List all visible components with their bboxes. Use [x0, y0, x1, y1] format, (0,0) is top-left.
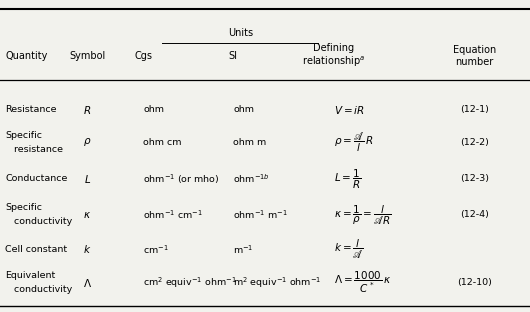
- Text: $\Lambda$: $\Lambda$: [83, 277, 92, 289]
- Text: Cell constant: Cell constant: [5, 245, 67, 254]
- Text: $R$: $R$: [83, 104, 92, 116]
- Text: (12-4): (12-4): [460, 210, 489, 219]
- Text: $L = \dfrac{1}{R}$: $L = \dfrac{1}{R}$: [334, 167, 361, 191]
- Text: conductivity: conductivity: [5, 285, 73, 295]
- Text: conductivity: conductivity: [5, 217, 73, 227]
- Text: ohm$^{-1}$ (or mho): ohm$^{-1}$ (or mho): [143, 172, 220, 186]
- Text: cm$^2$ equiv$^{-1}$ ohm$^{-1}$: cm$^2$ equiv$^{-1}$ ohm$^{-1}$: [143, 275, 237, 290]
- Text: $k = \dfrac{l}{\mathscr{A}}$: $k = \dfrac{l}{\mathscr{A}}$: [334, 238, 364, 261]
- Text: $\Lambda = \dfrac{1000}{C^*}\,\kappa$: $\Lambda = \dfrac{1000}{C^*}\,\kappa$: [334, 271, 391, 295]
- Text: Specific: Specific: [5, 131, 42, 140]
- Text: $\rho = \dfrac{\mathscr{A}}{l}\, R$: $\rho = \dfrac{\mathscr{A}}{l}\, R$: [334, 131, 373, 154]
- Text: Conductance: Conductance: [5, 174, 68, 183]
- Text: ohm: ohm: [233, 105, 254, 114]
- Text: ohm: ohm: [143, 105, 164, 114]
- Text: (12-3): (12-3): [460, 174, 489, 183]
- Text: m$^2$ equiv$^{-1}$ ohm$^{-1}$: m$^2$ equiv$^{-1}$ ohm$^{-1}$: [233, 275, 322, 290]
- Text: ohm$^{-1}$ m$^{-1}$: ohm$^{-1}$ m$^{-1}$: [233, 209, 288, 221]
- Text: Specific: Specific: [5, 203, 42, 212]
- Text: ohm m: ohm m: [233, 138, 267, 147]
- Text: Resistance: Resistance: [5, 105, 57, 114]
- Text: resistance: resistance: [5, 145, 63, 154]
- Text: cm$^{-1}$: cm$^{-1}$: [143, 243, 169, 256]
- Text: $\kappa$: $\kappa$: [83, 210, 92, 220]
- Text: SI: SI: [229, 51, 237, 61]
- Text: (12-2): (12-2): [460, 138, 489, 147]
- Text: ohm$^{-1b}$: ohm$^{-1b}$: [233, 173, 270, 185]
- Text: Symbol: Symbol: [69, 51, 105, 61]
- Text: Defining
relationship$^a$: Defining relationship$^a$: [302, 43, 366, 69]
- Text: $L$: $L$: [84, 173, 91, 185]
- Text: Units: Units: [228, 28, 254, 38]
- Text: $V = iR$: $V = iR$: [334, 104, 365, 116]
- Text: (12-10): (12-10): [457, 278, 492, 287]
- Text: Equivalent: Equivalent: [5, 271, 56, 280]
- Text: $\rho$: $\rho$: [83, 136, 92, 148]
- Text: Cgs: Cgs: [134, 51, 152, 61]
- Text: $k$: $k$: [83, 243, 92, 255]
- Text: ohm cm: ohm cm: [143, 138, 182, 147]
- Text: Equation
number: Equation number: [453, 45, 496, 67]
- Text: ohm$^{-1}$ cm$^{-1}$: ohm$^{-1}$ cm$^{-1}$: [143, 209, 203, 221]
- Text: m$^{-1}$: m$^{-1}$: [233, 243, 254, 256]
- Text: Quantity: Quantity: [5, 51, 48, 61]
- Text: $\kappa = \dfrac{1}{\rho} = \dfrac{l}{\mathscr{A}R}$: $\kappa = \dfrac{1}{\rho} = \dfrac{l}{\m…: [334, 203, 392, 227]
- Text: (12-1): (12-1): [460, 105, 489, 114]
